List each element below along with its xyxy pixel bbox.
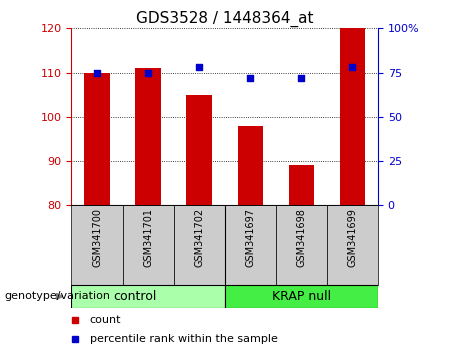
Bar	[71, 205, 123, 285]
Title: GDS3528 / 1448364_at: GDS3528 / 1448364_at	[136, 11, 313, 27]
Text: count: count	[90, 315, 121, 325]
Bar	[225, 285, 378, 308]
Bar	[84, 73, 110, 205]
Text: GSM341701: GSM341701	[143, 208, 153, 267]
Bar	[186, 95, 212, 205]
Text: control: control	[113, 290, 157, 303]
Bar	[71, 285, 225, 308]
Text: genotype/variation: genotype/variation	[5, 291, 111, 302]
Bar	[237, 126, 263, 205]
Text: GSM341699: GSM341699	[348, 208, 357, 267]
Bar	[289, 166, 314, 205]
Point	[93, 70, 100, 75]
Point	[195, 64, 203, 70]
Point	[144, 70, 152, 75]
Point	[298, 75, 305, 81]
Bar	[174, 205, 225, 285]
Text: GSM341700: GSM341700	[92, 208, 102, 267]
Text: KRAP null: KRAP null	[272, 290, 331, 303]
Bar	[123, 205, 174, 285]
Text: GSM341697: GSM341697	[245, 208, 255, 267]
Text: GSM341698: GSM341698	[296, 208, 307, 267]
Bar	[276, 205, 327, 285]
Text: GSM341702: GSM341702	[194, 208, 204, 267]
Text: percentile rank within the sample: percentile rank within the sample	[90, 333, 278, 344]
Bar	[340, 28, 365, 205]
Point	[349, 64, 356, 70]
Bar	[327, 205, 378, 285]
Bar	[136, 68, 161, 205]
Bar	[225, 205, 276, 285]
Point	[247, 75, 254, 81]
